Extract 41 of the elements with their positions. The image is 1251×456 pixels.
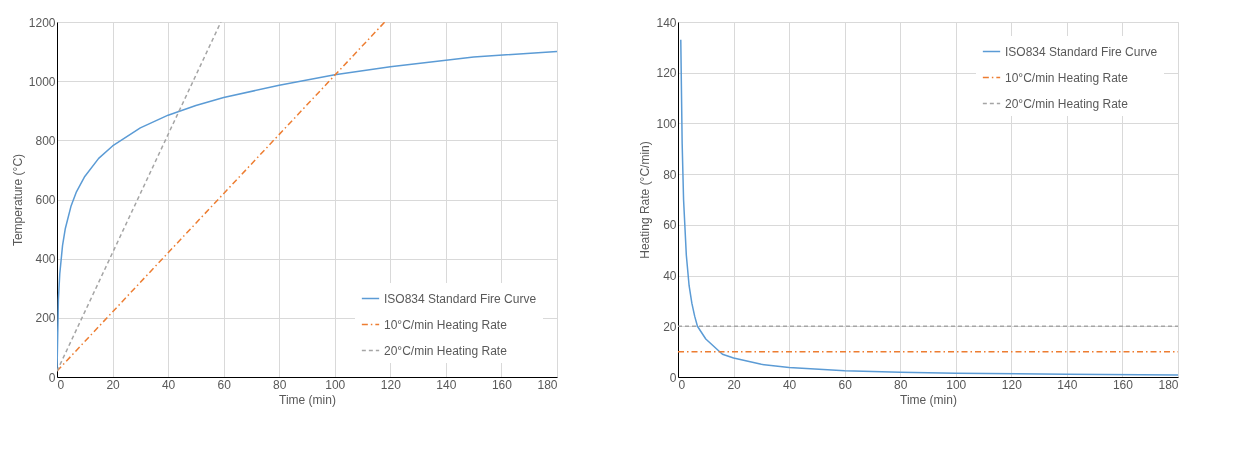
x-tick-label: 40: [782, 377, 797, 392]
y-tick-label: 80: [663, 167, 677, 182]
x-tick-label: 100: [325, 377, 346, 392]
legend-label: ISO834 Standard Fire Curve: [384, 291, 537, 306]
x-tick-label: 180: [537, 377, 558, 392]
x-tick-label: 60: [217, 377, 232, 392]
y-tick-label: 1200: [28, 15, 56, 30]
x-tick-label: 160: [491, 377, 513, 392]
y-tick-label: 60: [663, 218, 677, 233]
legend-label: 10°C/min Heating Rate: [1005, 70, 1129, 85]
y-tick-label: 200: [35, 311, 56, 326]
y-tick-label: 40: [663, 269, 677, 284]
y-tick-label: 1000: [28, 74, 56, 89]
y-tick-label: 120: [656, 66, 677, 81]
x-tick-label: 140: [1057, 377, 1078, 392]
x-tick-label: 160: [1112, 377, 1134, 392]
x-tick-label: 100: [946, 377, 967, 392]
x-tick-label: 120: [380, 377, 402, 392]
y-tick-label: 800: [35, 133, 56, 148]
x-tick-label: 40: [161, 377, 176, 392]
x-tick-label: 180: [1158, 377, 1179, 392]
x-tick-label: 80: [894, 377, 908, 392]
x-tick-label: 140: [436, 377, 457, 392]
y-tick-label: 140: [656, 15, 677, 30]
x-tick-label: 20: [727, 377, 742, 392]
x-tick-label: 60: [838, 377, 853, 392]
x-tick-label: 80: [273, 377, 287, 392]
x-axis-title: Time (min): [279, 392, 336, 407]
x-axis-title: Time (min): [900, 392, 957, 407]
legend-label: 20°C/min Heating Rate: [1005, 96, 1129, 111]
y-axis-title: Temperature (°C): [10, 153, 25, 247]
y-tick-label: 400: [35, 252, 56, 267]
x-tick-label: 20: [106, 377, 121, 392]
legend-label: ISO834 Standard Fire Curve: [1005, 44, 1158, 59]
y-axis-title: Heating Rate (°C/min): [638, 141, 653, 259]
legend-label: 10°C/min Heating Rate: [384, 317, 508, 332]
x-tick-label: 120: [1001, 377, 1023, 392]
legend-label: 20°C/min Heating Rate: [384, 343, 508, 358]
y-tick-label: 20: [663, 319, 677, 334]
y-tick-label: 600: [35, 193, 56, 207]
y-tick-label: 100: [656, 116, 677, 131]
